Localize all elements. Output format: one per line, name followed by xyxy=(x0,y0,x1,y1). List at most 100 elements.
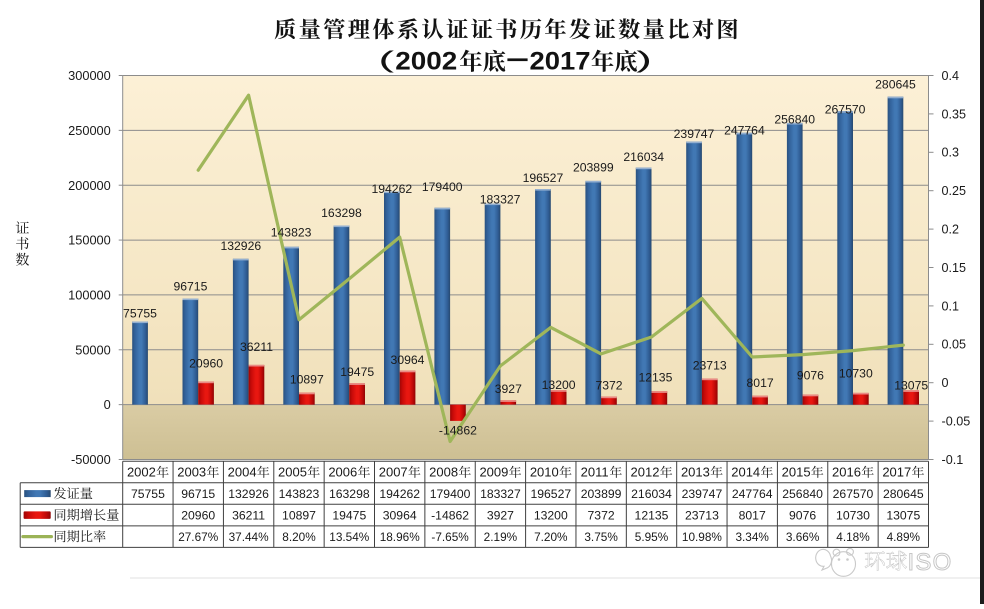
svg-text:150000: 150000 xyxy=(68,233,111,248)
svg-text:256840: 256840 xyxy=(774,112,815,126)
svg-text:7.20%: 7.20% xyxy=(534,530,568,544)
svg-text:280645: 280645 xyxy=(883,487,924,501)
svg-text:256840: 256840 xyxy=(782,487,823,501)
svg-text:75755: 75755 xyxy=(123,306,157,320)
svg-text:30964: 30964 xyxy=(383,508,417,522)
svg-text:143823: 143823 xyxy=(279,487,320,501)
svg-text:2003: 2003 xyxy=(177,465,206,480)
svg-text:2014: 2014 xyxy=(731,465,760,480)
svg-text:0.1: 0.1 xyxy=(942,299,960,313)
svg-text:2015: 2015 xyxy=(782,465,811,480)
svg-text:13200: 13200 xyxy=(542,378,576,392)
svg-text:2013: 2013 xyxy=(681,465,710,480)
svg-text:13075: 13075 xyxy=(886,508,920,522)
svg-text:200000: 200000 xyxy=(68,178,111,193)
svg-text:2006: 2006 xyxy=(328,465,357,480)
svg-text:8017: 8017 xyxy=(747,376,774,390)
svg-text:183327: 183327 xyxy=(480,192,521,206)
svg-text:2.19%: 2.19% xyxy=(484,530,518,544)
svg-text:0.05: 0.05 xyxy=(942,338,967,352)
svg-text:100000: 100000 xyxy=(68,288,111,303)
svg-text:0.4: 0.4 xyxy=(942,69,960,83)
svg-text:3.75%: 3.75% xyxy=(584,530,618,544)
svg-text:2017: 2017 xyxy=(882,465,911,480)
svg-text:-0.05: -0.05 xyxy=(942,415,971,429)
svg-text:2012: 2012 xyxy=(631,465,660,480)
svg-text:-14862: -14862 xyxy=(431,508,469,522)
svg-text:0.35: 0.35 xyxy=(942,107,967,121)
svg-text:19475: 19475 xyxy=(340,365,374,379)
svg-text:250000: 250000 xyxy=(68,123,111,138)
svg-text:3.66%: 3.66% xyxy=(786,530,820,544)
svg-text:12135: 12135 xyxy=(638,370,672,384)
svg-text:9076: 9076 xyxy=(797,368,824,382)
svg-text:0: 0 xyxy=(104,397,111,412)
svg-text:8.20%: 8.20% xyxy=(282,530,316,544)
svg-text:36211: 36211 xyxy=(232,508,265,522)
svg-text:143823: 143823 xyxy=(271,226,312,240)
svg-text:3.34%: 3.34% xyxy=(735,530,769,544)
svg-text:10730: 10730 xyxy=(836,508,870,522)
svg-text:75755: 75755 xyxy=(131,487,165,501)
svg-text:2002: 2002 xyxy=(395,49,457,76)
svg-text:267570: 267570 xyxy=(833,487,874,501)
svg-text:2002: 2002 xyxy=(127,465,156,480)
svg-text:-0.1: -0.1 xyxy=(942,453,964,467)
svg-text:27.67%: 27.67% xyxy=(178,530,219,544)
svg-text:23713: 23713 xyxy=(685,508,719,522)
svg-text:36211: 36211 xyxy=(240,340,273,354)
svg-text:10730: 10730 xyxy=(839,367,873,381)
svg-text:194262: 194262 xyxy=(379,487,420,501)
svg-text:-14862: -14862 xyxy=(439,424,477,438)
svg-text:8017: 8017 xyxy=(739,508,766,522)
svg-text:12135: 12135 xyxy=(635,508,669,522)
svg-text:179400: 179400 xyxy=(430,487,471,501)
svg-text:10897: 10897 xyxy=(290,373,324,387)
svg-text:132926: 132926 xyxy=(228,487,269,501)
svg-text:0: 0 xyxy=(942,376,949,390)
svg-text:13200: 13200 xyxy=(534,508,568,522)
svg-text:239747: 239747 xyxy=(682,487,723,501)
svg-text:196527: 196527 xyxy=(530,487,571,501)
svg-text:37.44%: 37.44% xyxy=(229,530,270,544)
svg-text:7372: 7372 xyxy=(595,379,622,393)
svg-text:19475: 19475 xyxy=(332,508,366,522)
svg-text:2010: 2010 xyxy=(530,465,559,480)
svg-text:18.96%: 18.96% xyxy=(380,530,421,544)
svg-text:23713: 23713 xyxy=(693,358,727,372)
svg-text:20960: 20960 xyxy=(189,356,223,370)
svg-text:2008: 2008 xyxy=(429,465,458,480)
svg-text:216034: 216034 xyxy=(631,487,672,501)
svg-text:247764: 247764 xyxy=(724,123,765,137)
svg-text:30964: 30964 xyxy=(391,353,425,367)
svg-text:50000: 50000 xyxy=(75,342,111,357)
svg-text:163298: 163298 xyxy=(321,206,362,220)
svg-text:13075: 13075 xyxy=(894,379,928,393)
svg-text:2007: 2007 xyxy=(379,465,408,480)
svg-text:ISO: ISO xyxy=(908,549,953,576)
svg-text:280645: 280645 xyxy=(875,77,916,91)
svg-text:194262: 194262 xyxy=(371,182,412,196)
svg-text:96715: 96715 xyxy=(181,487,215,501)
svg-text:20960: 20960 xyxy=(181,508,215,522)
svg-text:3927: 3927 xyxy=(487,508,514,522)
svg-text:-50000: -50000 xyxy=(71,452,111,467)
svg-text:0.2: 0.2 xyxy=(942,223,960,237)
svg-text:179400: 179400 xyxy=(422,180,463,194)
svg-text:2016: 2016 xyxy=(832,465,861,480)
svg-text:247764: 247764 xyxy=(732,487,773,501)
svg-text:132926: 132926 xyxy=(220,239,261,253)
svg-text:10897: 10897 xyxy=(282,508,316,522)
svg-text:0.3: 0.3 xyxy=(942,146,960,160)
svg-text:196527: 196527 xyxy=(523,171,564,185)
svg-text:4.18%: 4.18% xyxy=(836,530,870,544)
svg-text:4.89%: 4.89% xyxy=(887,530,921,544)
svg-text:96715: 96715 xyxy=(173,279,207,293)
svg-text:-7.65%: -7.65% xyxy=(431,530,469,544)
svg-text:2011: 2011 xyxy=(581,465,609,480)
svg-text:3927: 3927 xyxy=(495,382,522,396)
svg-text:0.25: 0.25 xyxy=(942,184,967,198)
svg-text:267570: 267570 xyxy=(825,102,866,116)
svg-text:7372: 7372 xyxy=(588,508,615,522)
svg-text:183327: 183327 xyxy=(480,487,521,501)
